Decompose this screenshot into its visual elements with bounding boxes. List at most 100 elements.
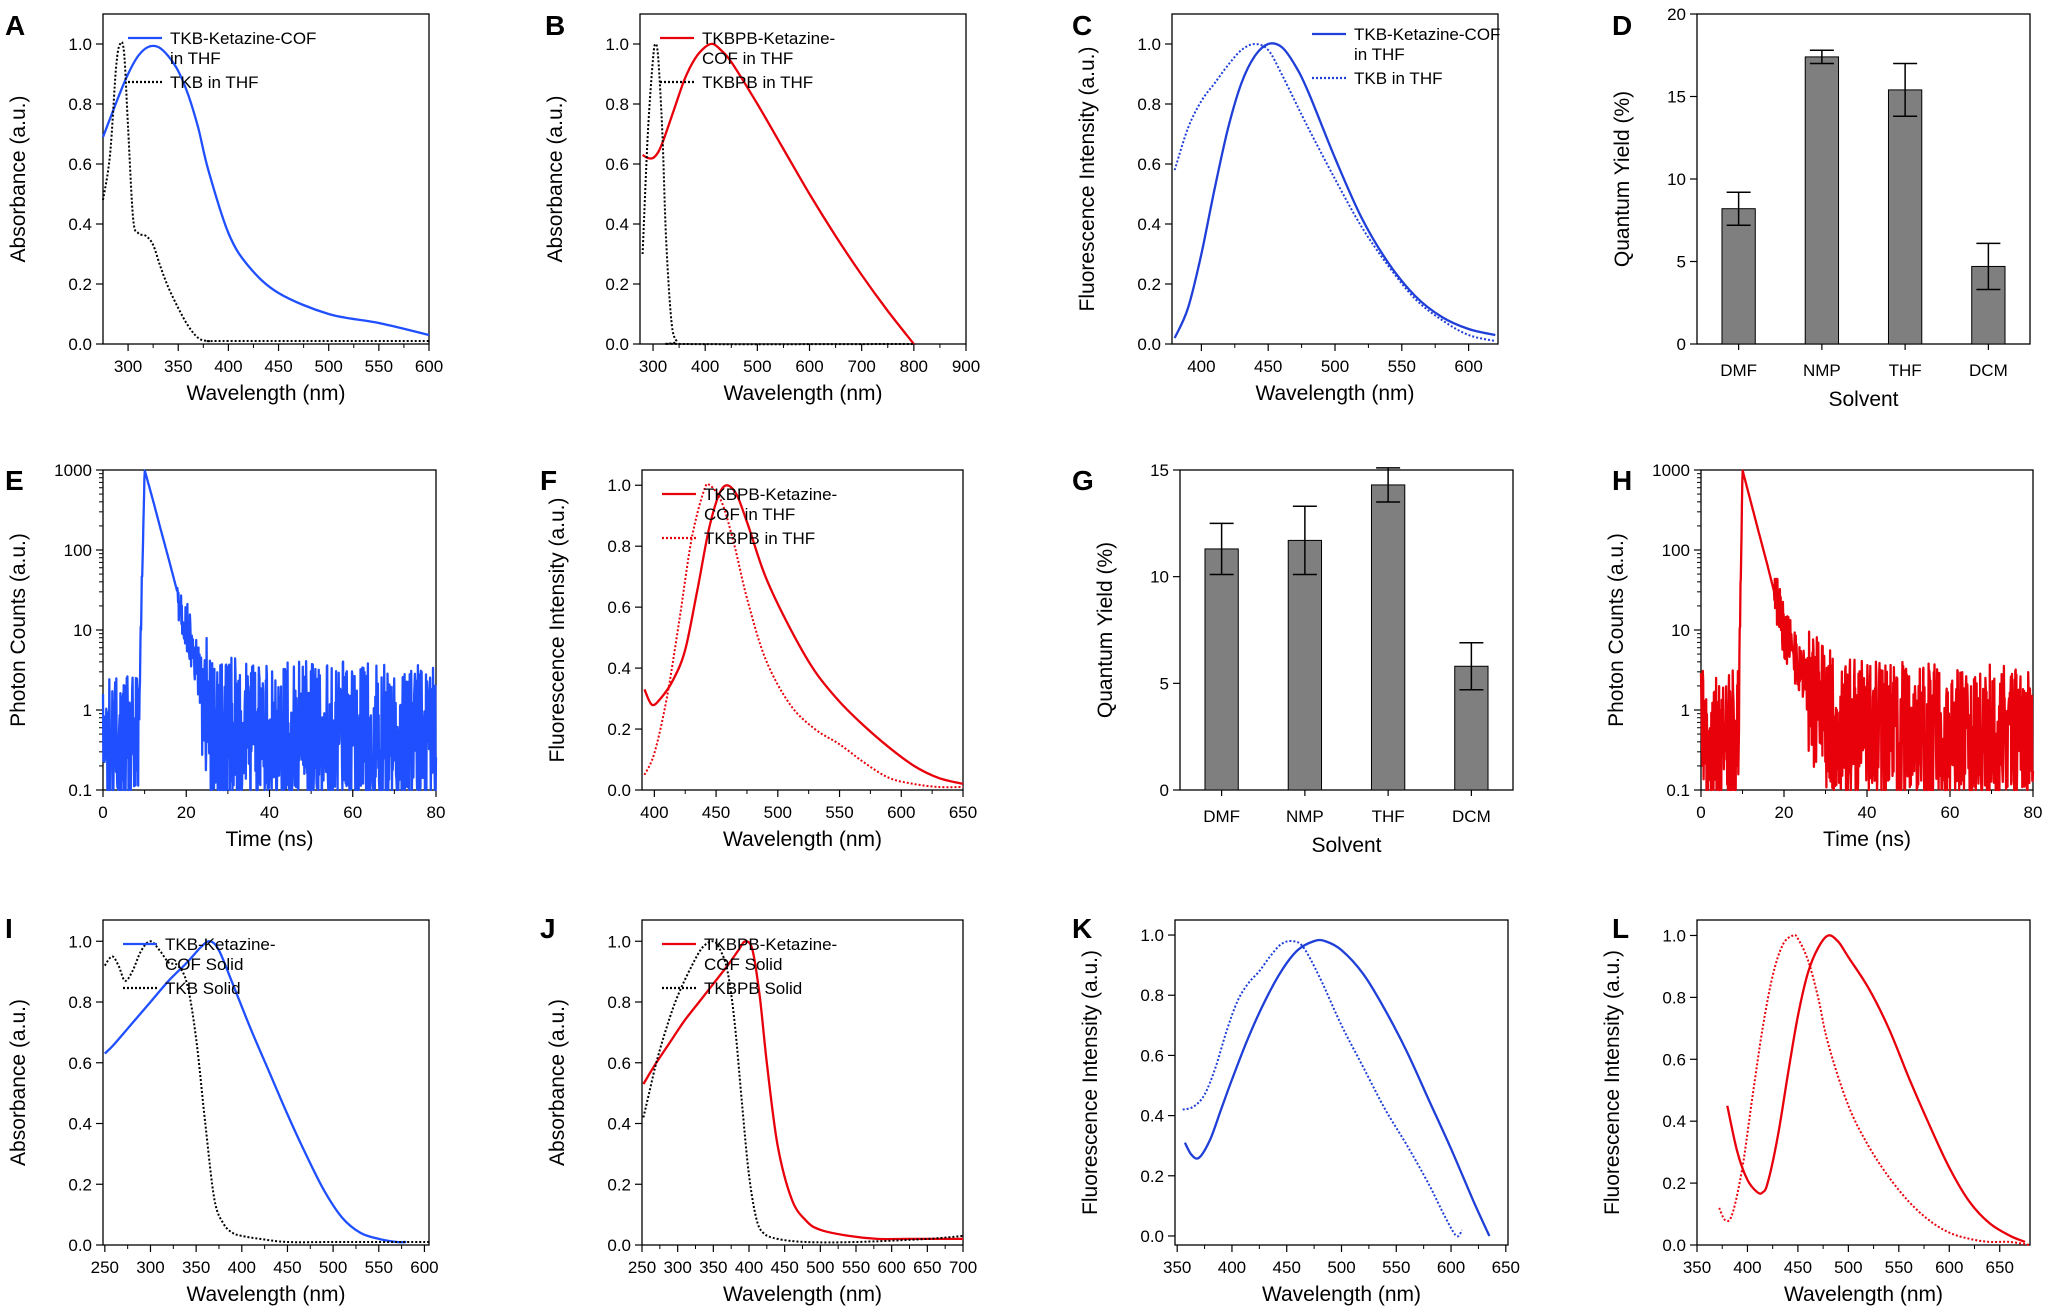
series-line-2 [1173,43,1496,342]
x-tick-label: 600 [415,357,443,376]
y-tick-label: 15 [1667,88,1686,107]
x-tick-label: 700 [949,1258,977,1277]
y-tick-label: 0.4 [1662,1112,1686,1131]
y-axis-title: Photon Counts (a.u.) [7,533,30,727]
panel-g: G 0 5 10 15 DMF NMP THF DCM Solvent Quantum Yield … [1072,461,1514,857]
panel-label: I [5,913,13,944]
y-axis-title: Quantum Yield (%) [1094,542,1117,718]
x-tick-label: 250 [628,1258,656,1277]
legend-label: TKBPB-Ketazine- [704,935,837,954]
y-tick-label: 0.2 [607,1175,631,1194]
plot-frame [1696,919,2031,1246]
panel-label: H [1612,465,1632,496]
y-axis-title: Fluorescence Intensity (a.u.) [1079,950,1102,1215]
x-tick-label: 40 [260,803,279,822]
panel-b: B 0.0 0.2 0.4 0.6 0.8 1.0 300 400 500 600 700 800 900… [544,10,980,405]
y-axis-title: Photon Counts (a.u.) [1605,533,1628,727]
bar-nmp [1804,56,1840,345]
legend-label: TKBPB-Ketazine- [702,29,835,48]
x-axis-title: Wavelength (nm) [723,382,882,405]
series-line-1 [642,940,963,1241]
x-category-label: NMP [1803,361,1841,380]
plot-frame [102,919,430,1246]
x-tick-label: 650 [949,803,977,822]
x-tick-label: 450 [1254,357,1282,376]
x-tick-label: 20 [177,803,196,822]
plot-frame [1174,919,1509,1246]
y-tick-label: 20 [1667,5,1686,24]
y-tick-label: 0 [1677,335,1686,354]
y-tick-label: 0.2 [1662,1174,1686,1193]
x-tick-label: 20 [1775,803,1794,822]
x-tick-label: 550 [1388,357,1416,376]
x-category-label: DMF [1203,807,1240,826]
y-tick-label: 0.4 [1140,1107,1164,1126]
y-tick-label: 1.0 [68,932,92,951]
y-axis-title: Fluorescence Intensity (a.u.) [546,498,569,763]
x-category-label: NMP [1286,807,1324,826]
series-line-1 [1183,938,1491,1237]
y-tick-label: 1 [83,701,92,720]
x-tick-label: 600 [1437,1258,1465,1277]
legend-label: in THF [170,49,221,68]
x-tick-label: 300 [114,357,142,376]
legend-label: TKB Solid [165,979,241,998]
panel-f: F 0.0 0.2 0.4 0.6 0.8 1.0 400 450 500 550 600 650 Wav… [540,465,977,851]
plot-frame [641,469,964,791]
x-tick-label: 400 [1218,1258,1246,1277]
y-tick-label: 1 [1681,701,1690,720]
y-tick-label: 0.2 [68,1175,92,1194]
panel-c: C 0.0 0.2 0.4 0.6 0.8 1.0 400 450 500 550 600 Wavele… [1072,10,1500,405]
x-tick-label: 0 [1696,803,1705,822]
x-tick-label: 350 [182,1258,210,1277]
panel-label: D [1612,10,1632,41]
x-tick-label: 80 [2024,803,2043,822]
x-tick-label: 350 [1163,1258,1191,1277]
x-tick-label: 600 [795,357,823,376]
x-tick-label: 250 [91,1258,119,1277]
x-tick-label: 450 [1273,1258,1301,1277]
x-tick-label: 500 [764,803,792,822]
y-tick-label: 10 [1671,621,1690,640]
x-category-label: THF [1889,361,1922,380]
x-tick-label: 350 [164,357,192,376]
panel-label: J [540,913,556,944]
y-tick-label: 1.0 [1137,35,1161,54]
panel-label: G [1072,465,1094,496]
x-tick-label: 650 [913,1258,941,1277]
x-tick-label: 400 [1187,357,1215,376]
legend-label: TKB-Ketazine-COF [170,29,316,48]
x-tick-label: 800 [900,357,928,376]
bar-thf [1370,484,1406,791]
y-axis-title: Absorbance (a.u.) [7,999,30,1166]
x-tick-label: 600 [1935,1258,1963,1277]
y-tick-label: 15 [1150,461,1169,480]
y-tick-label: 0.8 [68,95,92,114]
x-tick-label: 450 [273,1258,301,1277]
x-tick-label: 400 [691,357,719,376]
x-axis-title: Wavelength (nm) [1784,1283,1943,1306]
panel-d: D 0 5 10 15 20 DMF NMP THF DCM Solvent Quantum Yiel… [1611,5,2031,411]
x-tick-label: 500 [1321,357,1349,376]
legend-label: TKBPB Solid [704,979,802,998]
x-tick-label: 400 [228,1258,256,1277]
series-line-1 [643,484,964,786]
y-tick-label: 0.2 [1140,1167,1164,1186]
x-category-label: DMF [1720,361,1757,380]
x-axis-title: Solvent [1828,388,1898,411]
y-tick-label: 0.4 [607,659,631,678]
y-tick-label: 0.2 [1137,275,1161,294]
y-axis-title: Absorbance (a.u.) [7,96,30,263]
panel-i: I 0.0 0.2 0.4 0.6 0.8 1.0 250 300 350 400 450 500 550… [5,913,439,1306]
y-tick-label: 0.6 [1140,1046,1164,1065]
legend-label: TKBPB-Ketazine- [704,485,837,504]
x-tick-label: 500 [1327,1258,1355,1277]
x-axis-title: Time (ns) [226,828,314,851]
x-tick-label: 700 [847,357,875,376]
plot-frame [639,13,967,345]
y-tick-label: 0.2 [68,275,92,294]
x-tick-label: 450 [1784,1258,1812,1277]
legend-label: COF Solid [704,955,782,974]
legend-label: COF in THF [704,505,795,524]
